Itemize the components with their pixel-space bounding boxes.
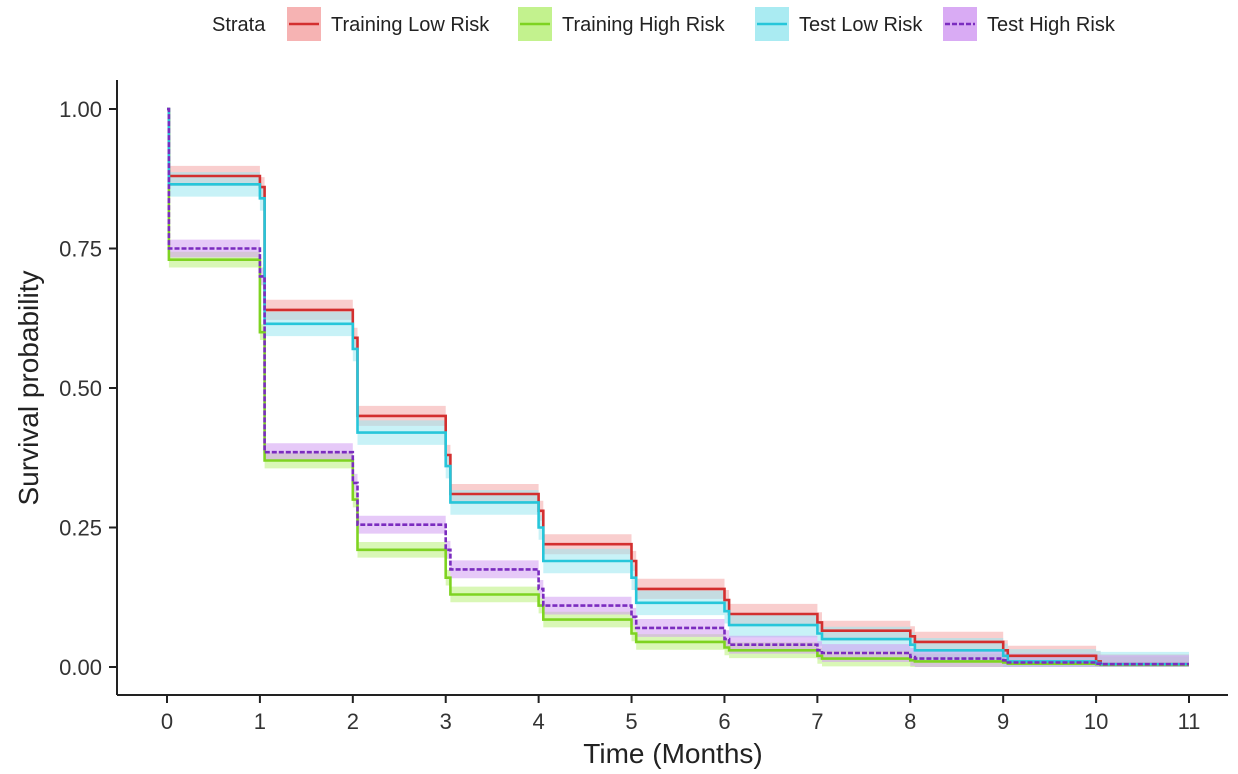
band-test-low-risk	[168, 172, 1189, 667]
x-tick-label: 4	[533, 709, 545, 734]
legend-label: Test High Risk	[987, 14, 1116, 36]
x-tick-label: 7	[811, 709, 823, 734]
x-tick-label: 11	[1178, 709, 1201, 734]
y-axis-ticks: 0.00 0.25 0.50 0.75 1.00	[59, 97, 117, 680]
line-test-high-risk	[167, 107, 1189, 666]
legend-label: Training Low Risk	[331, 14, 490, 36]
x-tick-label: 9	[997, 709, 1009, 734]
x-tick-label: 0	[161, 709, 173, 734]
legend-entries: Training Low Risk Training High Risk Test …	[287, 7, 1116, 41]
legend-label: Training High Risk	[562, 14, 726, 36]
x-axis-ticks: 0 1 2 3 4 5 6 7 8 9 10 11	[161, 695, 1201, 734]
plot-area	[167, 107, 1189, 668]
x-tick-label: 8	[904, 709, 916, 734]
series-lines	[167, 107, 1189, 667]
y-tick-label: 0.25	[59, 516, 102, 541]
y-tick-label: 0.75	[59, 237, 102, 262]
confidence-bands	[168, 165, 1189, 668]
x-tick-label: 3	[440, 709, 452, 734]
line-training-low-risk	[167, 107, 1189, 666]
x-tick-label: 6	[718, 709, 730, 734]
legend: Strata Training Low Risk Training High Ri…	[212, 7, 1116, 41]
x-tick-label: 2	[347, 709, 359, 734]
y-tick-label: 0.00	[59, 655, 102, 680]
x-tick-label: 5	[625, 709, 637, 734]
x-axis-label: Time (Months)	[583, 738, 762, 769]
y-tick-label: 0.50	[59, 376, 102, 401]
x-tick-label: 1	[254, 709, 266, 734]
line-test-low-risk	[167, 107, 1189, 666]
y-axis-label: Survival probability	[13, 271, 44, 506]
x-tick-label: 10	[1084, 709, 1108, 734]
legend-label: Test Low Risk	[799, 14, 923, 36]
y-tick-label: 1.00	[59, 97, 102, 122]
legend-title: Strata	[212, 14, 266, 36]
